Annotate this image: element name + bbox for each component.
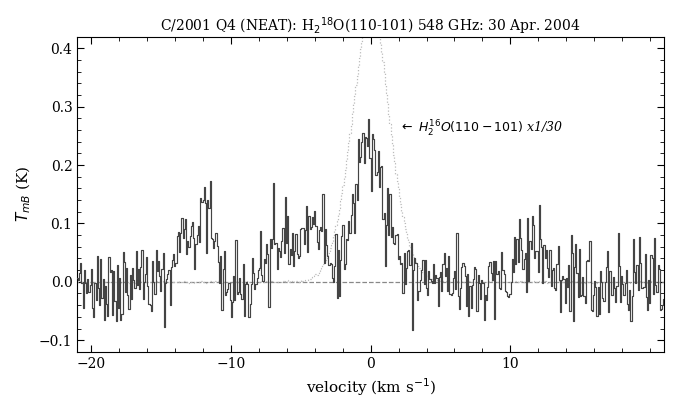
Title: C/2001 Q4 (NEAT): H$_2$$^{18}$O(110-101) 548 GHz: 30 Apr. 2004: C/2001 Q4 (NEAT): H$_2$$^{18}$O(110-101)… <box>160 15 581 37</box>
Y-axis label: $T_{mB}$ (K): $T_{mB}$ (K) <box>15 166 33 223</box>
Text: $\leftarrow$ $H_2^{16}O(110-101)$ x1/30: $\leftarrow$ $H_2^{16}O(110-101)$ x1/30 <box>399 119 563 139</box>
X-axis label: velocity (km s$^{-1}$): velocity (km s$^{-1}$) <box>306 376 436 398</box>
